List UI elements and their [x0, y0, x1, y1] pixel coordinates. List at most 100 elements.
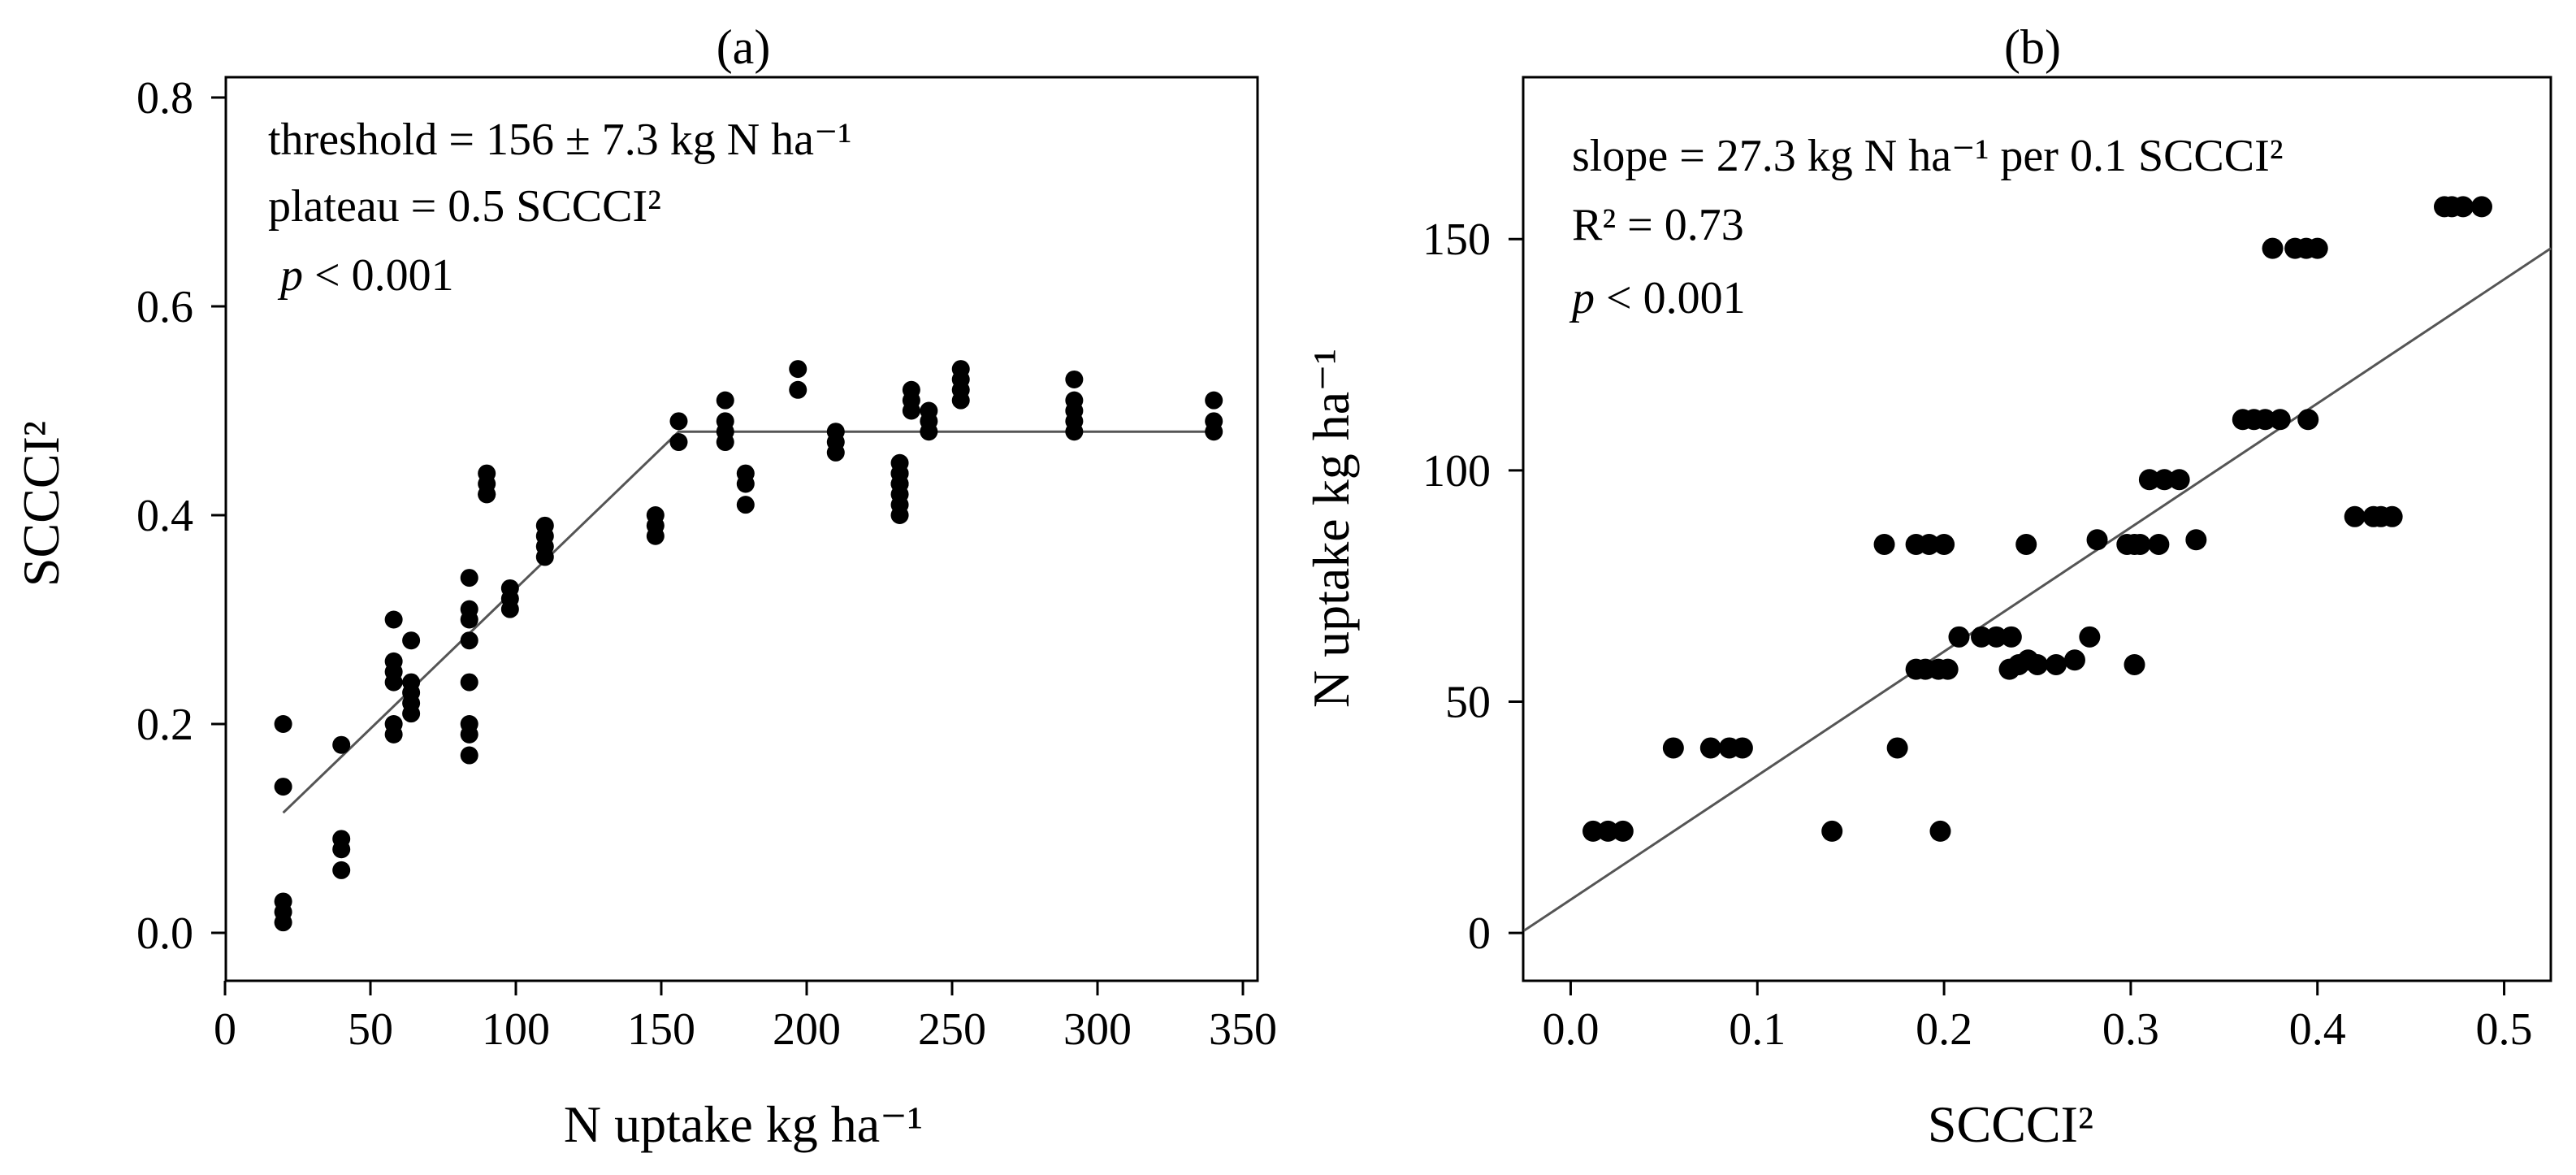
- panel-b-y-tick-label: 0: [1468, 908, 1491, 959]
- panel-a-data-point: [920, 423, 938, 441]
- panel-a-data-point: [789, 380, 807, 399]
- panel-b-data-point: [1971, 626, 1993, 648]
- panel-a-data-point: [951, 391, 970, 410]
- panel-b-x-tick-label: 0.1: [1729, 1004, 1786, 1055]
- panel-a-data-point: [890, 464, 909, 483]
- panel-b-data-point: [2129, 533, 2151, 555]
- panel-a-y-tick-label: 0.4: [136, 491, 193, 541]
- panel-b-x-tick-label: 0.2: [1916, 1004, 1972, 1055]
- panel-b-data-point: [1886, 737, 1908, 759]
- panel-b-data-point: [1873, 533, 1895, 555]
- panel-b-data-point: [2297, 409, 2319, 431]
- panel-b-data-point: [2000, 626, 2022, 648]
- panel-b-x-tick-label: 0.4: [2289, 1004, 2346, 1055]
- panel-b-data-point: [1597, 820, 1619, 842]
- panel-a-data-point: [384, 725, 403, 744]
- panel-a-annotation-p: p < 0.001: [277, 250, 454, 301]
- panel-b-data-point: [1662, 737, 1684, 759]
- panel-b-data-point: [2262, 237, 2284, 259]
- panel-a-x-tick-label: 100: [482, 1004, 550, 1055]
- panel-a-data-point: [384, 673, 403, 692]
- panel-b-data-point: [1929, 820, 1951, 842]
- panel-b-points: [1582, 196, 2492, 842]
- panel-b-data-point: [2079, 626, 2101, 648]
- panel-b-label: (b): [2004, 20, 2061, 74]
- panel-a-data-point: [460, 569, 478, 588]
- panel-a-data-point: [716, 391, 734, 410]
- panel-b-data-point: [2168, 469, 2190, 491]
- panel-a-x-tick-label: 150: [627, 1004, 695, 1055]
- panel-a-data-point: [460, 610, 478, 629]
- panel-b-data-point: [2045, 653, 2067, 675]
- panel-a-y-tick-label: 0.8: [136, 73, 193, 124]
- panel-a-x-tick-label: 250: [918, 1004, 986, 1055]
- panel-b-data-point: [1821, 820, 1843, 842]
- panel-a-data-point: [500, 600, 519, 618]
- panel-a-annotation-plateau: plateau = 0.5 SCCCI²: [268, 181, 661, 232]
- panel-a-data-point: [332, 735, 351, 754]
- panel-a-y-tick-label: 0.0: [136, 908, 193, 959]
- panel-b-data-point: [2470, 196, 2492, 218]
- panel-a-data-point: [789, 360, 807, 379]
- panel-a-data-point: [274, 778, 292, 796]
- panel-b-data-point: [1933, 533, 1955, 555]
- panel-b-data-point: [2124, 653, 2145, 675]
- panel-b-data-point: [1918, 533, 1940, 555]
- panel-a-y-tick-label: 0.6: [136, 282, 193, 332]
- panel-b-data-point: [1582, 820, 1604, 842]
- panel-b-data-point: [2154, 469, 2176, 491]
- panel-a-data-point: [460, 725, 478, 744]
- panel-b-annotation-slope: slope = 27.3 kg N ha⁻¹ per 0.1 SCCCI²: [1572, 131, 2284, 181]
- panel-a-data-point: [736, 475, 755, 493]
- panel-b-annotation-p: p < 0.001: [1569, 273, 1746, 323]
- panel-b-data-point: [1612, 820, 1634, 842]
- panel-b-p-symbol: p: [1569, 273, 1595, 323]
- panel-a-data-point: [890, 506, 909, 524]
- panel-b-axes: 0.0 0.1 0.2 0.3 0.4 0.5 0 50 100 150: [1422, 215, 2533, 1055]
- panel-b-data-point: [2185, 529, 2207, 551]
- panel-a-data-point: [478, 485, 496, 504]
- panel-a-data-point: [274, 715, 292, 733]
- panel-a-data-point: [902, 401, 920, 420]
- panel-b-data-point: [2015, 533, 2037, 555]
- panel-a-data-point: [736, 496, 755, 514]
- panel-b-data-point: [2452, 196, 2474, 218]
- panel-b-annotation-r2: R² = 0.73: [1572, 200, 1744, 250]
- panel-b-x-tick-label: 0.0: [1542, 1004, 1599, 1055]
- panel-b-y-tick-label: 150: [1422, 215, 1491, 265]
- panel-a-data-point: [460, 631, 478, 650]
- panel-b-fit-line: [1523, 247, 2552, 932]
- panel-a-x-tick-label: 300: [1063, 1004, 1132, 1055]
- panel-a-data-point: [1205, 423, 1223, 441]
- panel-a: (a) 0 50 100 150 200 250 300 350 0.0 0.2 0.4 0.6 0.8…: [12, 20, 1277, 1153]
- panel-a-y-tick-label: 0.2: [136, 700, 193, 750]
- panel-a-label: (a): [717, 20, 771, 74]
- panel-b-y-axis-label: N uptake kg ha⁻¹: [1302, 349, 1360, 708]
- panel-a-annotation-threshold: threshold = 156 ± 7.3 kg N ha⁻¹: [268, 115, 851, 165]
- panel-a-data-point: [1065, 370, 1084, 388]
- panel-a-frame: [224, 76, 1259, 982]
- panel-a-y-axis-label: SCCCI²: [12, 421, 70, 587]
- panel-b-data-point: [1699, 737, 1721, 759]
- panel-a-data-point: [1205, 391, 1223, 410]
- panel-a-p-symbol: p: [277, 250, 303, 301]
- panel-b-x-tick-label: 0.3: [2102, 1004, 2159, 1055]
- panel-a-x-axis-label: N uptake kg ha⁻¹: [564, 1095, 923, 1153]
- panel-b-data-point: [1937, 658, 1959, 680]
- panel-a-x-tick-label: 200: [773, 1004, 841, 1055]
- panel-a-data-point: [669, 433, 688, 452]
- panel-a-x-tick-label: 50: [348, 1004, 393, 1055]
- panel-b-data-point: [1731, 737, 1753, 759]
- panel-b: (b) 0.0 0.1 0.2 0.3 0.4 0.5 0 50 100 150 slope = …: [1302, 20, 2552, 1153]
- panel-a-data-point: [402, 631, 421, 650]
- panel-a-x-tick-label: 350: [1209, 1004, 1277, 1055]
- panel-a-data-point: [535, 548, 554, 566]
- panel-b-y-tick-label: 50: [1445, 678, 1491, 728]
- panel-a-data-point: [460, 746, 478, 765]
- panel-b-x-tick-label: 0.5: [2476, 1004, 2533, 1055]
- panel-a-data-point: [826, 443, 845, 462]
- panel-b-y-tick-label: 100: [1422, 446, 1491, 496]
- panel-b-data-point: [1985, 626, 2007, 648]
- panel-b-data-point: [1948, 626, 1970, 648]
